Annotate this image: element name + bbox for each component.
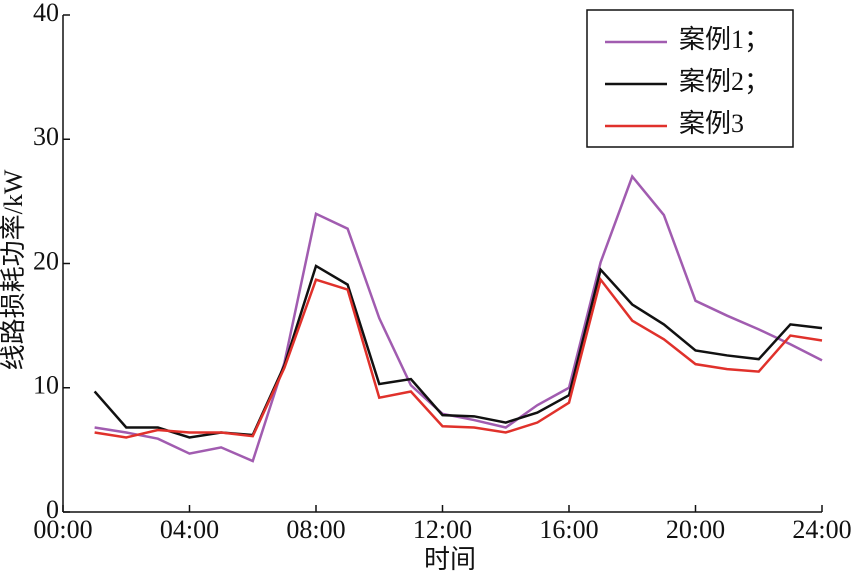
x-tick-label: 00:00 xyxy=(33,515,92,544)
x-tick-label: 04:00 xyxy=(160,515,219,544)
x-tick-label: 24:00 xyxy=(792,515,851,544)
y-tick-label: 10 xyxy=(33,371,59,400)
x-axis-label: 时间 xyxy=(424,545,476,574)
x-tick-label: 20:00 xyxy=(666,515,725,544)
series-line xyxy=(94,174,823,463)
legend-label: 案例3 xyxy=(679,109,744,138)
legend-label: 案例2； xyxy=(679,67,770,96)
series-line xyxy=(94,276,823,439)
series-line xyxy=(93,264,823,439)
x-tick-label: 16:00 xyxy=(539,515,598,544)
y-tick-label: 20 xyxy=(33,246,59,275)
legend-label: 案例1； xyxy=(679,25,770,54)
x-tick-label: 12:00 xyxy=(413,515,472,544)
y-tick-label: 40 xyxy=(33,0,59,27)
x-tick-label: 08:00 xyxy=(286,515,345,544)
legend-box xyxy=(586,9,794,148)
y-tick-label: 0 xyxy=(46,495,59,524)
y-axis-label: 线路损耗功率/kW xyxy=(0,169,28,370)
y-tick-label: 30 xyxy=(33,122,59,151)
